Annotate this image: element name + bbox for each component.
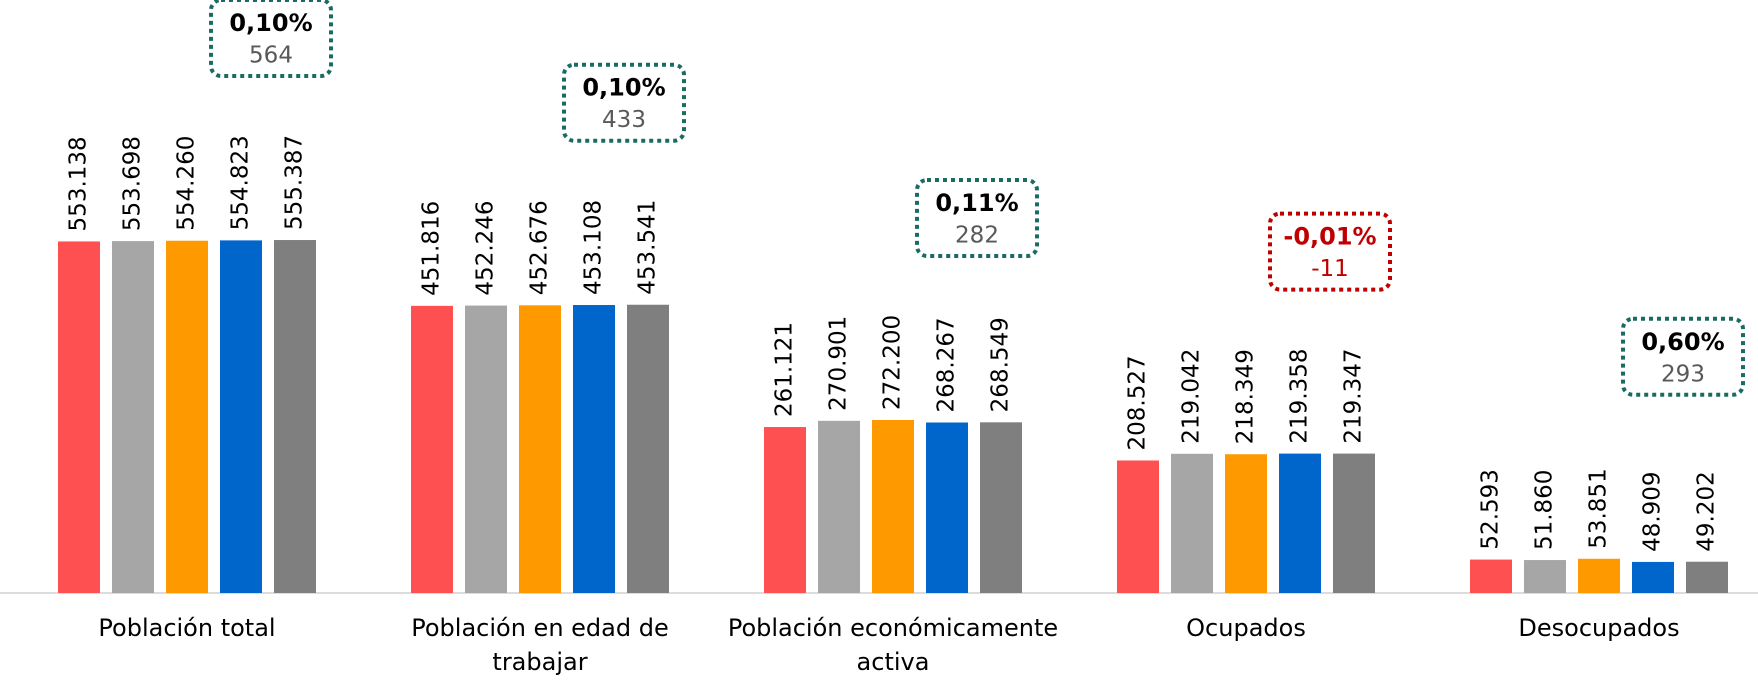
value-label: 554.823	[228, 135, 254, 230]
bar	[980, 422, 1022, 593]
value-label: 452.676	[527, 200, 553, 295]
value-label: 452.246	[473, 200, 499, 295]
bar	[1117, 460, 1159, 593]
value-label: 453.541	[635, 200, 661, 295]
bar	[465, 305, 507, 593]
value-label: 451.816	[419, 201, 445, 296]
bar	[1171, 453, 1213, 593]
value-label: 51.860	[1532, 470, 1558, 550]
value-label: 48.909	[1640, 471, 1666, 551]
annotation-frame	[915, 178, 1039, 259]
value-label: 553.698	[120, 136, 146, 231]
bar	[220, 240, 262, 594]
annotation-diff: 282	[955, 223, 999, 249]
annotation-diff: 433	[602, 107, 646, 133]
bar	[166, 240, 208, 593]
value-label: 49.202	[1694, 471, 1720, 551]
bar	[1578, 558, 1620, 593]
value-label: 208.527	[1125, 355, 1151, 450]
bar	[1524, 560, 1566, 593]
value-label: 53.851	[1586, 468, 1612, 548]
bar	[1470, 559, 1512, 593]
annotation-pct: 0,60%	[1641, 328, 1724, 356]
annotation-frame	[562, 62, 686, 143]
value-label: 272.200	[880, 315, 906, 410]
annotation-box: 0,60% 293	[1621, 316, 1745, 397]
bar	[519, 305, 561, 593]
annotation-pct: 0,10%	[229, 9, 312, 37]
bar	[1225, 454, 1267, 593]
category-label: Desocupados	[1518, 614, 1680, 642]
value-label: 270.901	[826, 316, 852, 411]
category-label: Ocupados	[1186, 614, 1306, 642]
value-label: 218.349	[1233, 349, 1259, 444]
value-label: 219.347	[1341, 348, 1367, 443]
annotation-frame	[1268, 211, 1392, 292]
bar	[1333, 453, 1375, 593]
annotation-pct: 0,10%	[582, 74, 665, 102]
value-label: 453.108	[581, 200, 607, 295]
category-label: Población económicamente activa	[727, 614, 1059, 676]
annotation-frame	[209, 0, 333, 79]
annotation-box: 0,11% 282	[915, 178, 1039, 259]
bar	[58, 241, 100, 593]
category-label: Población en edad de trabajar	[411, 614, 669, 676]
value-label: 52.593	[1478, 469, 1504, 549]
bar	[872, 420, 914, 593]
bar	[818, 420, 860, 593]
annotation-frame	[1621, 316, 1745, 397]
bar	[274, 240, 316, 594]
annotation-diff: -11	[1311, 256, 1349, 282]
annotation-pct: -0,01%	[1283, 223, 1376, 251]
annotation-pct: 0,11%	[935, 189, 1018, 217]
value-label: 219.358	[1287, 348, 1313, 443]
bar	[573, 305, 615, 593]
annotation-box: -0,01% -11	[1268, 211, 1392, 292]
bar	[1632, 561, 1674, 593]
annotation-box: 0,10% 564	[209, 0, 333, 79]
value-label: 555.387	[282, 135, 308, 230]
value-label: 553.138	[66, 136, 92, 231]
bar	[764, 427, 806, 593]
bar	[411, 305, 453, 593]
value-label: 268.267	[934, 317, 960, 412]
annotation-diff: 293	[1661, 361, 1705, 387]
bar	[1279, 453, 1321, 593]
category-label: Población total	[98, 614, 276, 642]
bar	[627, 304, 669, 593]
bar	[112, 241, 154, 593]
value-label: 219.042	[1179, 349, 1205, 444]
annotation-diff: 564	[249, 43, 293, 69]
value-label: 268.549	[988, 317, 1014, 412]
value-label: 261.121	[772, 322, 798, 417]
value-label: 554.260	[174, 136, 200, 231]
bar	[926, 422, 968, 593]
bar	[1686, 561, 1728, 593]
annotation-box: 0,10% 433	[562, 62, 686, 143]
